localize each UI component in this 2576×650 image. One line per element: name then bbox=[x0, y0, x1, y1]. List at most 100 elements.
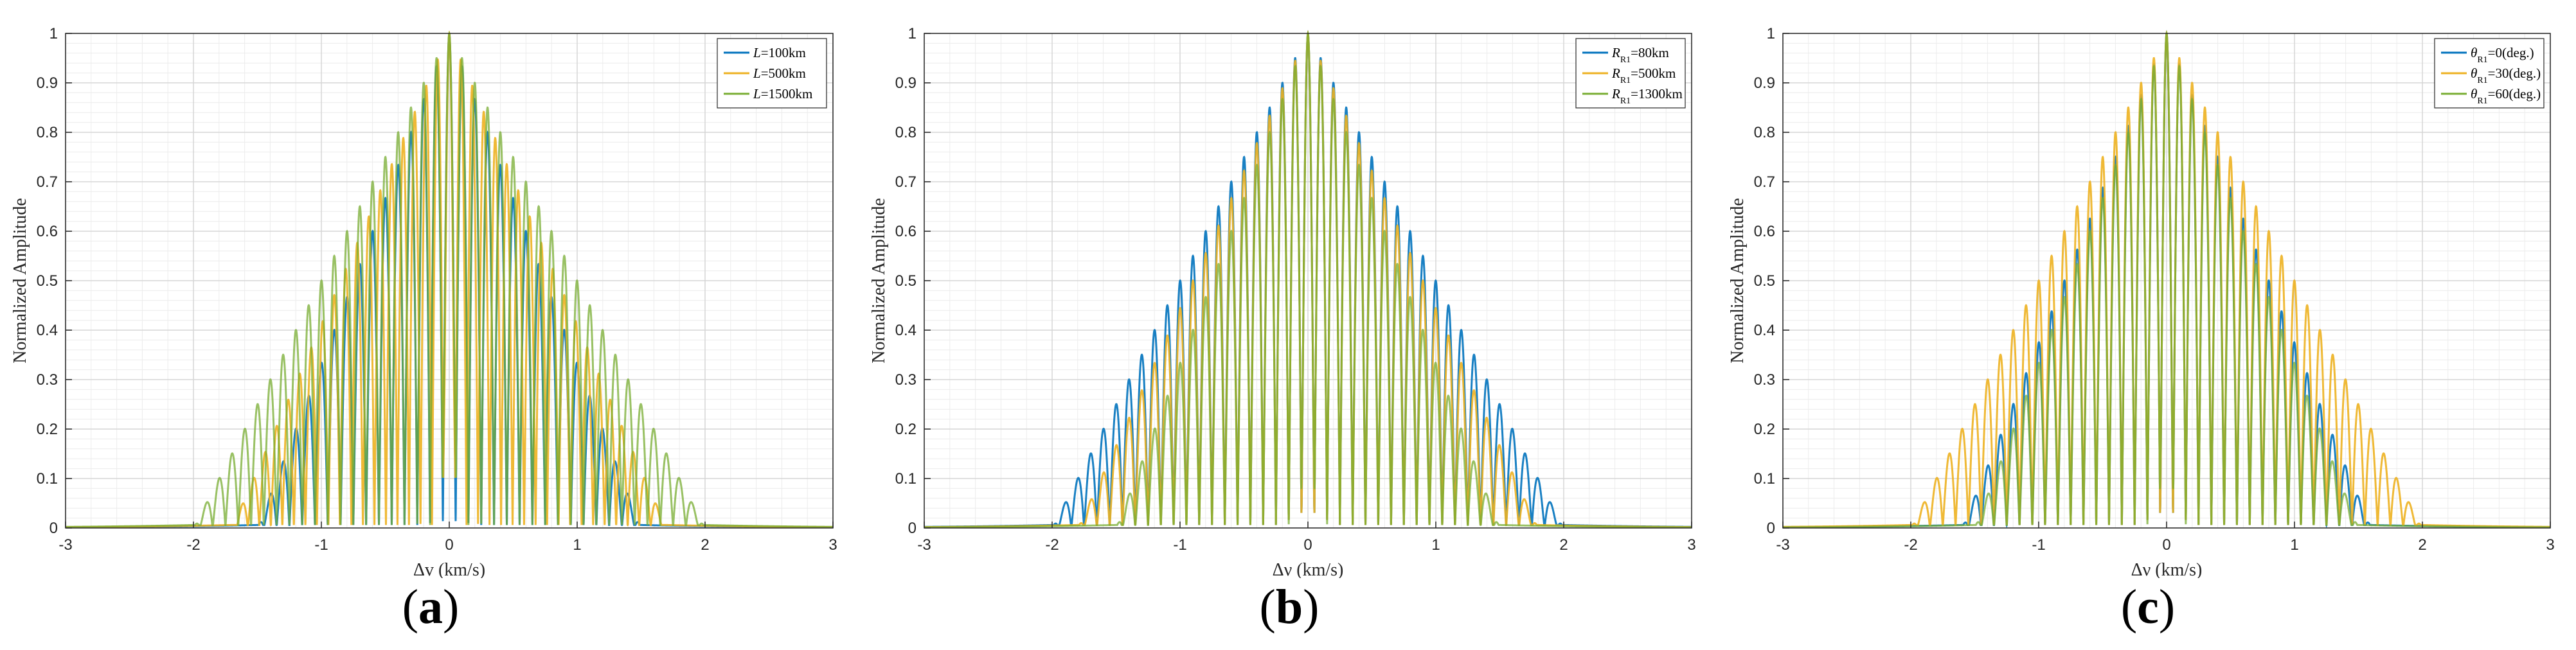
p1-y-tick-label: 0.9 bbox=[37, 75, 58, 92]
caption-b: (b) bbox=[1259, 580, 1319, 634]
p2-legend-label-3: RR1=1300km bbox=[1611, 86, 1683, 106]
p1-legend-label-1: L=100km bbox=[753, 45, 806, 60]
p1-y-tick-label: 0.6 bbox=[37, 223, 58, 240]
p2-legend-value: =1300km bbox=[1631, 86, 1683, 101]
p3-legend-label-2: θR1=30(deg.) bbox=[2471, 66, 2541, 85]
chart-svg-b: -3 -2 -1 0 1 2 3 0 0.1 0.2 0.3 0.4 0.5 0.6 0.7 0.8 0.9 1 Δ… bbox=[869, 25, 1696, 578]
p3-x-tick-label: 1 bbox=[2290, 536, 2298, 554]
p3-legend-symbol: θ bbox=[2471, 45, 2477, 60]
p1-legend-symbol: L bbox=[753, 86, 761, 101]
p2-x-tick-label: 0 bbox=[1303, 536, 1312, 554]
p3-y-tick-label: 0 bbox=[1767, 520, 1775, 537]
p2-legend-symbol: R bbox=[1611, 86, 1620, 101]
p2-x-tick-label: -2 bbox=[1045, 536, 1059, 554]
p2-x-axis-label: Δν (km/s) bbox=[1273, 560, 1344, 578]
p2-y-tick-label: 0.1 bbox=[895, 470, 917, 487]
p2-x-tick-label: 3 bbox=[1687, 536, 1695, 554]
p1-legend-label-2: L=500km bbox=[753, 66, 806, 81]
p2-legend-subscript: R1 bbox=[1620, 55, 1631, 65]
caption-c: (c) bbox=[2120, 580, 2176, 634]
caption-a: (a) bbox=[402, 580, 460, 634]
p3-x-tick-label: 0 bbox=[2162, 536, 2170, 554]
p1-y-tick-label: 0 bbox=[49, 520, 58, 537]
chart-panel-c: -3 -2 -1 0 1 2 3 0 0.1 0.2 0.3 0.4 0.5 0.6 0.7 0.8 0.9 1 Δ… bbox=[1717, 0, 2576, 650]
chart-svg-c: -3 -2 -1 0 1 2 3 0 0.1 0.2 0.3 0.4 0.5 0.6 0.7 0.8 0.9 1 Δ… bbox=[1728, 25, 2555, 578]
p1-x-tick-label: -2 bbox=[186, 536, 200, 554]
p1-legend-value: =1500km bbox=[761, 86, 813, 101]
p3-y-tick-label: 0.3 bbox=[1754, 371, 1775, 389]
p2-x-tick-label: 2 bbox=[1559, 536, 1568, 554]
caption-c-letter: c bbox=[2137, 580, 2159, 634]
p1-x-tick-label: 1 bbox=[573, 536, 581, 554]
p3-legend-label-1: θR1=0(deg.) bbox=[2471, 45, 2534, 65]
caption-a-letter: a bbox=[418, 580, 443, 634]
p3-y-tick-label: 0.8 bbox=[1754, 124, 1775, 141]
p1-y-tick-label: 0.2 bbox=[37, 421, 58, 438]
chart-panel-b: -3 -2 -1 0 1 2 3 0 0.1 0.2 0.3 0.4 0.5 0.6 0.7 0.8 0.9 1 Δ… bbox=[859, 0, 1717, 650]
p3-legend-subscript: R1 bbox=[2477, 76, 2487, 85]
p1-legend-value: =100km bbox=[761, 45, 806, 60]
p2-legend-symbol: R bbox=[1611, 45, 1620, 60]
p3-legend-label-3: θR1=60(deg.) bbox=[2471, 86, 2541, 106]
p3-x-tick-label: 3 bbox=[2546, 536, 2554, 554]
p2-legend-subscript: R1 bbox=[1620, 76, 1631, 85]
p2-y-tick-label: 0.9 bbox=[895, 75, 917, 92]
p3-y-tick-label: 0.6 bbox=[1754, 223, 1775, 240]
p1-legend-label-3: L=1500km bbox=[753, 86, 812, 101]
p2-y-tick-label: 0.4 bbox=[895, 322, 917, 339]
p2-y-tick-label: 1 bbox=[908, 25, 917, 42]
p2-legend-value: =80km bbox=[1631, 45, 1669, 60]
p2-x-tick-label: 1 bbox=[1431, 536, 1440, 554]
p1-y-tick-label: 0.3 bbox=[37, 371, 58, 389]
p1-x-tick-label: 0 bbox=[445, 536, 453, 554]
p1-y-tick-label: 1 bbox=[49, 25, 58, 42]
p1-x-axis-label: Δv (km/s) bbox=[413, 560, 485, 578]
p1-y-tick-label: 0.5 bbox=[37, 272, 58, 290]
p2-y-tick-label: 0.5 bbox=[895, 272, 917, 290]
p3-y-tick-label: 0.5 bbox=[1754, 272, 1775, 290]
p2-y-tick-label: 0.7 bbox=[895, 173, 917, 191]
p3-legend-value: =30(deg.) bbox=[2488, 66, 2541, 81]
p1-y-tick-label: 0.1 bbox=[37, 470, 58, 487]
p3-legend-symbol: θ bbox=[2471, 86, 2477, 101]
p2-x-tick-label: -3 bbox=[917, 536, 931, 554]
p1-y-tick-label: 0.4 bbox=[37, 322, 58, 339]
p1-y-tick-label: 0.8 bbox=[37, 124, 58, 141]
p1-y-tick-label: 0.7 bbox=[37, 173, 58, 191]
p3-y-tick-label: 0.2 bbox=[1754, 421, 1775, 438]
p2-y-tick-label: 0.3 bbox=[895, 371, 917, 389]
p2-legend-subscript: R1 bbox=[1620, 96, 1631, 106]
p3-x-tick-label: -2 bbox=[1904, 536, 1917, 554]
p1-x-tick-label: 2 bbox=[701, 536, 709, 554]
chart-panel-a: -3 -2 -1 0 1 2 3 0 0.1 0.2 0.3 0.4 0.5 0.6 0.7 0.8 0.9 1 Δ… bbox=[0, 0, 859, 650]
p2-y-tick-label: 0.2 bbox=[895, 421, 917, 438]
p1-legend-value: =500km bbox=[761, 66, 806, 81]
p1-x-tick-label: 3 bbox=[828, 536, 837, 554]
p1-x-tick-label: -1 bbox=[314, 536, 328, 554]
p3-legend-symbol: θ bbox=[2471, 66, 2477, 81]
p3-x-tick-label: -1 bbox=[2032, 536, 2045, 554]
p3-y-axis-label: Normalized Amplitude bbox=[1728, 198, 1748, 363]
p2-legend-symbol: R bbox=[1611, 66, 1620, 81]
p2-legend-label-2: RR1=500km bbox=[1611, 66, 1676, 85]
p2-x-tick-label: -1 bbox=[1173, 536, 1186, 554]
p2-legend-label-1: RR1=80km bbox=[1611, 45, 1669, 65]
p1-x-tick-label: -3 bbox=[58, 536, 72, 554]
p3-legend-subscript: R1 bbox=[2477, 96, 2487, 106]
p1-legend-symbol: L bbox=[753, 45, 761, 60]
p3-y-tick-label: 0.7 bbox=[1754, 173, 1775, 191]
p3-y-tick-label: 0.1 bbox=[1754, 470, 1775, 487]
caption-b-letter: b bbox=[1275, 580, 1303, 634]
p3-legend-value: =0(deg.) bbox=[2488, 45, 2534, 60]
p2-y-tick-label: 0.8 bbox=[895, 124, 917, 141]
p3-y-tick-label: 0.9 bbox=[1754, 75, 1775, 92]
p3-x-tick-label: -3 bbox=[1776, 536, 1789, 554]
p3-y-tick-label: 0.4 bbox=[1754, 322, 1775, 339]
p3-x-tick-label: 2 bbox=[2418, 536, 2426, 554]
p3-y-tick-label: 1 bbox=[1767, 25, 1775, 42]
p3-x-axis-label: Δν (km/s) bbox=[2131, 560, 2203, 578]
p2-y-tick-label: 0.6 bbox=[895, 223, 917, 240]
p3-legend-value: =60(deg.) bbox=[2488, 86, 2541, 101]
chart-svg-a: -3 -2 -1 0 1 2 3 0 0.1 0.2 0.3 0.4 0.5 0.6 0.7 0.8 0.9 1 Δ… bbox=[10, 25, 837, 578]
p2-legend-value: =500km bbox=[1631, 66, 1676, 81]
